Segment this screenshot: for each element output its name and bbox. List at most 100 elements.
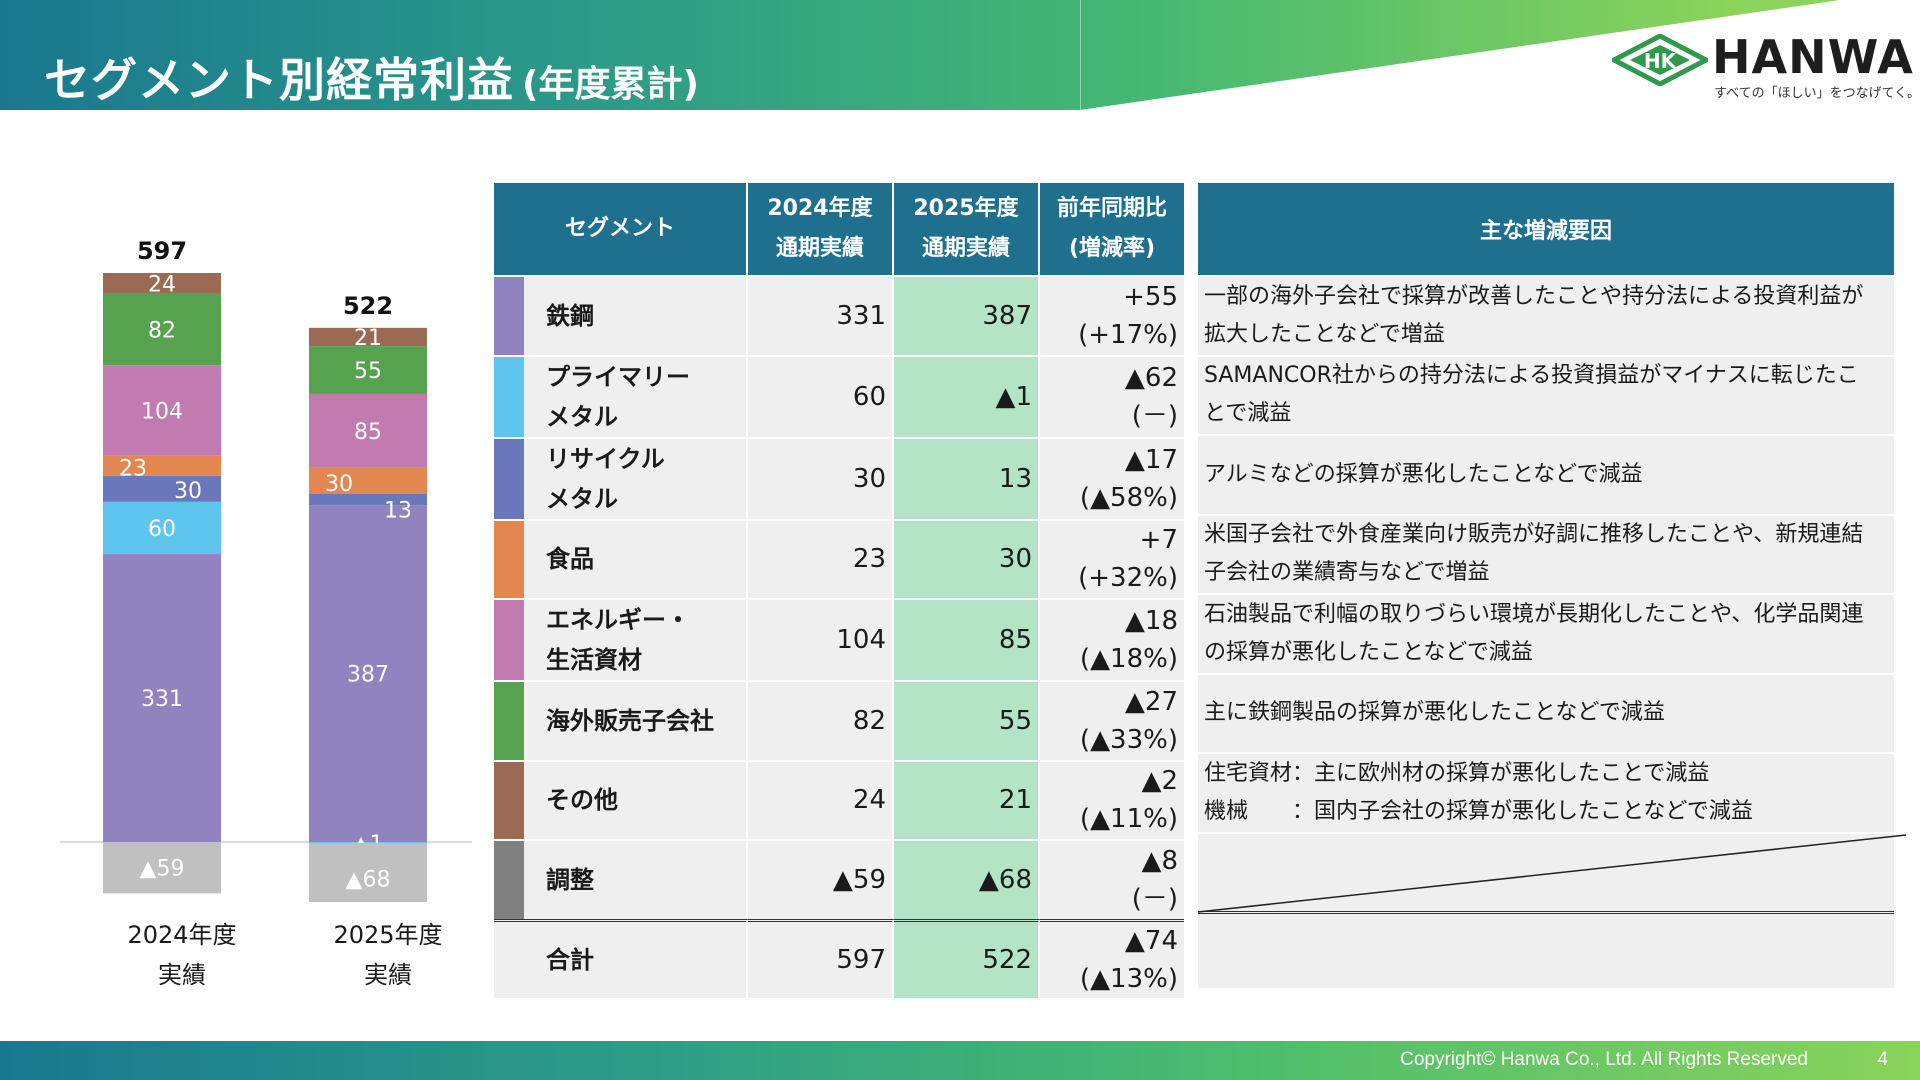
data-label-2024: 331 [141, 687, 183, 712]
reason-row: 住宅資材：主に欧州材の採算が悪化したことで減益 機械 ：国内子会社の採算が悪化した… [1198, 752, 1894, 832]
value-2025: 30 [894, 518, 1040, 598]
logo-tagline: すべての「ほしい」をつなげてく。 [1714, 86, 1920, 101]
bar-segment-2024 [103, 842, 221, 894]
bar-segment-2024 [103, 475, 221, 502]
table-row: リサイクル メタル 30 13 ▲17 (▲58%) [494, 436, 1184, 519]
value-2025: 387 [894, 275, 1040, 355]
value-2024: 30 [748, 436, 894, 519]
data-label-2024: 104 [141, 399, 183, 424]
category-label-2024: 2024年度 実績 [112, 915, 252, 995]
reason-text: 主に鉄鋼製品の採算が悪化したことなどで減益 [1198, 672, 1894, 752]
value-2024: 24 [748, 759, 894, 839]
data-label-2025: 30 [325, 472, 353, 497]
value-2025: 13 [894, 436, 1040, 519]
segment-swatch [494, 436, 524, 519]
segment-name: 調整 [524, 839, 748, 919]
reason-adjustment-empty [1198, 831, 1906, 913]
reason-text: 住宅資材：主に欧州材の採算が悪化したことで減益 機械 ：国内子会社の採算が悪化した… [1198, 752, 1894, 832]
reason-row: 石油製品で利幅の取りづらい環境が長期化したことや、化学品関連 の採算が悪化したこと… [1198, 593, 1894, 673]
yoy-change: ▲17 (▲58%) [1040, 436, 1184, 519]
segment-swatch [494, 518, 524, 598]
yoy-change: +7 (+32%) [1040, 518, 1184, 598]
chart-svg: 3316030231048224▲59597387▲11330855521▲68… [60, 237, 472, 903]
hanwa-logo: HK HANWA すべての「ほしい」をつなげてく。 [1612, 30, 1920, 102]
reason-text: アルミなどの採算が悪化したことなどで減益 [1198, 434, 1894, 514]
yoy-change: +55 (+17%) [1040, 275, 1184, 355]
bar-segment-2024 [103, 501, 221, 555]
header-fy2024: 2024年度 通期実績 [748, 183, 894, 275]
table-row: 食品 23 30 +7 (+32%) [494, 518, 1184, 598]
bar-segment-2024 [103, 293, 221, 366]
reasons-table: 主な増減要因 一部の海外子会社で採算が改善したことや持分法による投資利益が 拡大し… [1198, 183, 1906, 988]
page-number: 4 [1877, 1049, 1888, 1070]
segment-swatch [494, 598, 524, 680]
data-label-2025: ▲68 [346, 867, 391, 892]
value-2025: ▲68 [894, 839, 1040, 919]
reason-row-adjustment [1198, 831, 1906, 913]
bar-segment-2025 [309, 494, 427, 506]
reason-text: 米国子会社で外食産業向け販売が好調に推移したことや、新規連結 子会社の業績寄与など… [1198, 513, 1894, 593]
yoy-change: ▲18 (▲18%) [1040, 598, 1184, 680]
diagonal-line [1198, 833, 1906, 913]
segment-swatch [494, 275, 524, 355]
reason-row: SAMANCOR社からの持分法による投資損益がマイナスに転じたこ とで減益 [1198, 354, 1894, 434]
header-segment: セグメント [494, 183, 748, 275]
table-row: 調整 ▲59 ▲68 ▲8 (－) [494, 839, 1184, 919]
total-2025: 522 [894, 918, 1040, 998]
yoy-change: ▲8 (－) [1040, 839, 1184, 919]
segment-table-header: セグメント 2024年度 通期実績 2025年度 通期実績 前年同期比 (増減率) [494, 183, 1184, 275]
bar-segment-2025 [309, 327, 427, 347]
bar-segment-2025 [309, 842, 427, 844]
segment-name: プライマリー メタル [524, 354, 748, 437]
value-2025: ▲1 [894, 354, 1040, 437]
reason-row: 主に鉄鋼製品の採算が悪化したことなどで減益 [1198, 672, 1894, 752]
page-title: セグメント別経常利益 (年度累計) [44, 44, 699, 110]
category-label-2025-line1: 2025年度 [333, 921, 443, 949]
data-label-2024: 30 [174, 479, 202, 504]
data-label-2024: 60 [148, 517, 176, 542]
value-2024: 23 [748, 518, 894, 598]
total-yoy: ▲74 (▲13%) [1040, 918, 1184, 998]
value-2024: 82 [748, 680, 894, 760]
logo-name: HANWA [1712, 30, 1914, 84]
title-main: セグメント別経常利益 [44, 53, 514, 107]
yoy-change: ▲2 (▲11%) [1040, 759, 1184, 839]
data-label-2024: ▲59 [140, 857, 185, 882]
value-2024: 331 [748, 275, 894, 355]
copyright-text: Copyright© Hanwa Co., Ltd. All Rights Re… [1400, 1049, 1808, 1070]
category-label-2025-line2: 実績 [364, 961, 412, 989]
value-2025: 21 [894, 759, 1040, 839]
value-2025: 55 [894, 680, 1040, 760]
category-label-2024-line1: 2024年度 [127, 921, 237, 949]
data-label-2024: 82 [148, 319, 176, 344]
table-row: 鉄鋼 331 387 +55 (+17%) [494, 275, 1184, 355]
value-2024: 104 [748, 598, 894, 680]
reason-row: 米国子会社で外食産業向け販売が好調に推移したことや、新規連結 子会社の業績寄与など… [1198, 513, 1894, 593]
segment-name: 海外販売子会社 [524, 680, 748, 760]
data-label-2025: 21 [354, 326, 382, 351]
segment-name: 食品 [524, 518, 748, 598]
category-label-2025: 2025年度 実績 [318, 915, 458, 995]
data-label-2025: 55 [354, 359, 382, 384]
logo-mark-text: HK [1644, 49, 1678, 73]
total-label-2025: 522 [343, 292, 393, 320]
table-row: エネルギー・ 生活資材 104 85 ▲18 (▲18%) [494, 598, 1184, 680]
segment-name: その他 [524, 759, 748, 839]
table-row: その他 24 21 ▲2 (▲11%) [494, 759, 1184, 839]
table-row: 海外販売子会社 82 55 ▲27 (▲33%) [494, 680, 1184, 760]
header-yoy: 前年同期比 (増減率) [1040, 183, 1184, 275]
yoy-change: ▲27 (▲33%) [1040, 680, 1184, 760]
table-row: プライマリー メタル 60 ▲1 ▲62 (－) [494, 354, 1184, 437]
data-label-2024: 23 [119, 457, 147, 482]
data-label-2025: 387 [347, 663, 389, 688]
segment-table: セグメント 2024年度 通期実績 2025年度 通期実績 前年同期比 (増減率) 鉄… [494, 183, 1184, 998]
data-label-2024: 24 [148, 272, 176, 297]
bar-segment-2024 [103, 455, 221, 476]
value-2025: 85 [894, 598, 1040, 680]
bar-segment-2025 [309, 393, 427, 468]
data-label-2025: 85 [354, 420, 382, 445]
reason-row-total [1198, 911, 1894, 988]
segment-swatch [494, 759, 524, 839]
reason-row: アルミなどの採算が悪化したことなどで減益 [1198, 434, 1894, 514]
reason-text: 一部の海外子会社で採算が改善したことや持分法による投資利益が 拡大したことなどで増… [1198, 275, 1894, 355]
